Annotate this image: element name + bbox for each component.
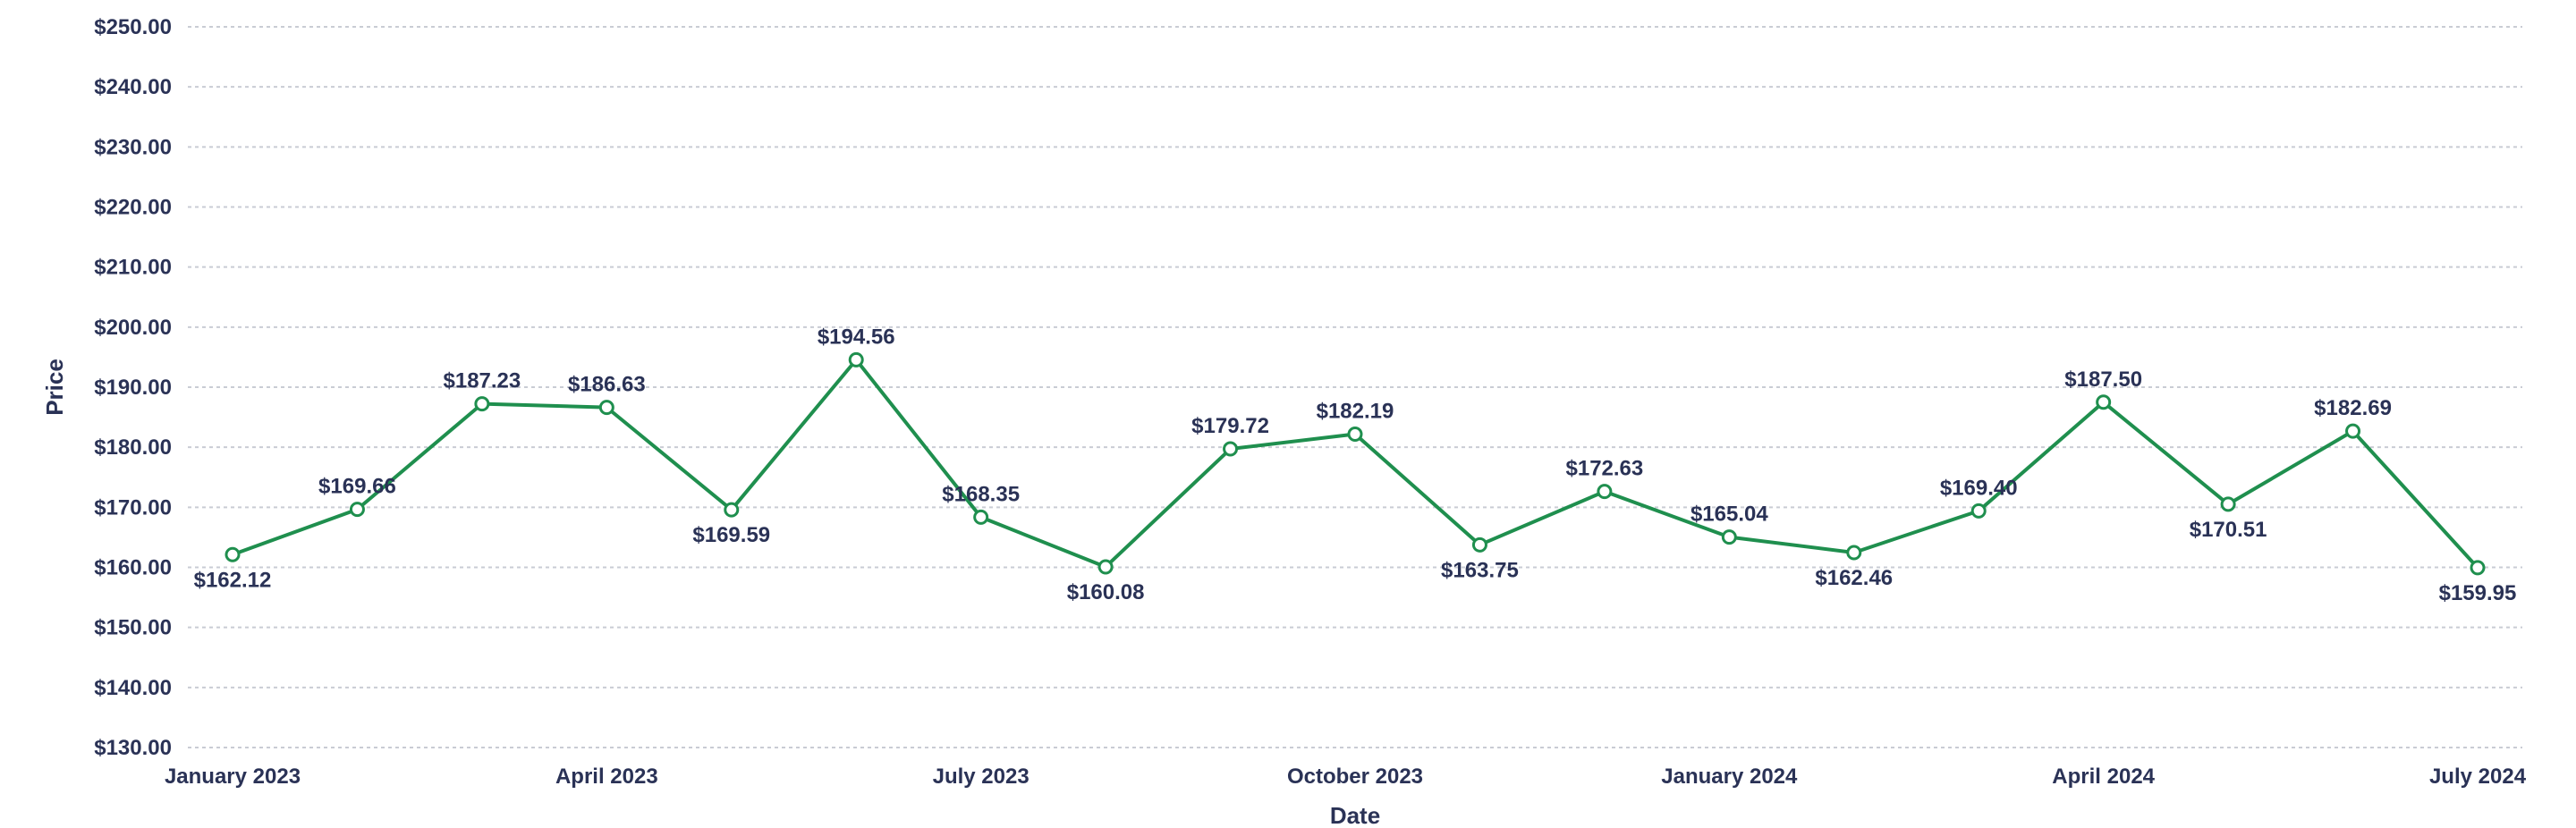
data-label: $179.72 [1191,414,1269,438]
y-tick-label: $240.00 [94,75,172,99]
data-label: $182.19 [1317,399,1394,423]
chart-svg: $130.00 $140.00 $150.00 $160.00 $170.00 $180.… [0,0,2576,828]
data-point [1473,538,1486,551]
y-axis-title: Price [41,359,68,416]
x-tick-label: October 2023 [1287,765,1423,789]
data-label: $169.59 [692,523,770,547]
y-tick-label: $170.00 [94,495,172,520]
y-tick-label: $130.00 [94,736,172,760]
y-tick-label: $190.00 [94,376,172,400]
data-label: $169.40 [1940,476,2018,500]
data-label: $163.75 [1441,558,1519,582]
y-tick-label: $230.00 [94,135,172,159]
data-point [2347,425,2360,437]
data-label: $182.69 [2314,396,2392,420]
x-tick-label: January 2024 [1661,765,1798,789]
data-point [226,548,239,561]
data-label: $187.23 [444,369,521,393]
data-label: $187.50 [2064,368,2142,392]
data-point [1224,443,1237,455]
data-point [1723,531,1735,544]
x-tick-label: July 2023 [933,765,1030,789]
data-label: $165.04 [1690,503,1768,527]
data-label: $159.95 [2439,581,2517,605]
x-axis-title: Date [1330,802,1380,828]
data-label: $194.56 [818,325,895,349]
data-point [1099,561,1112,573]
data-point [725,503,738,516]
y-tick-label: $210.00 [94,256,172,280]
y-tick-label: $200.00 [94,316,172,340]
data-point [600,401,613,414]
data-point [1349,427,1361,440]
data-point [476,398,488,410]
data-point [1848,546,1860,559]
data-label: $169.66 [318,475,396,499]
y-tick-label: $180.00 [94,435,172,460]
data-label: $160.08 [1067,580,1145,604]
x-tick-label: April 2023 [555,765,658,789]
data-label: $186.63 [568,373,646,397]
data-point [850,353,862,366]
x-tick-label: January 2023 [165,765,301,789]
y-tick-label: $220.00 [94,196,172,220]
data-label: $162.46 [1815,566,1893,590]
data-point [2097,396,2110,409]
data-point [2471,562,2484,574]
data-point [1598,486,1611,498]
data-label: $172.63 [1566,457,1644,481]
y-tick-label: $140.00 [94,676,172,700]
y-tick-label: $150.00 [94,616,172,640]
x-tick-label: July 2024 [2429,765,2527,789]
y-tick-label: $250.00 [94,15,172,39]
data-label: $162.12 [194,568,272,592]
data-point [1972,504,1985,517]
x-tick-label: April 2024 [2052,765,2155,789]
data-point [975,511,987,523]
data-point [2222,498,2234,511]
y-tick-label: $160.00 [94,556,172,580]
price-line-chart: $130.00 $140.00 $150.00 $160.00 $170.00 $180.… [0,0,2576,828]
data-label: $170.51 [2190,518,2267,542]
data-point [351,503,363,516]
data-label: $168.35 [942,482,1020,506]
